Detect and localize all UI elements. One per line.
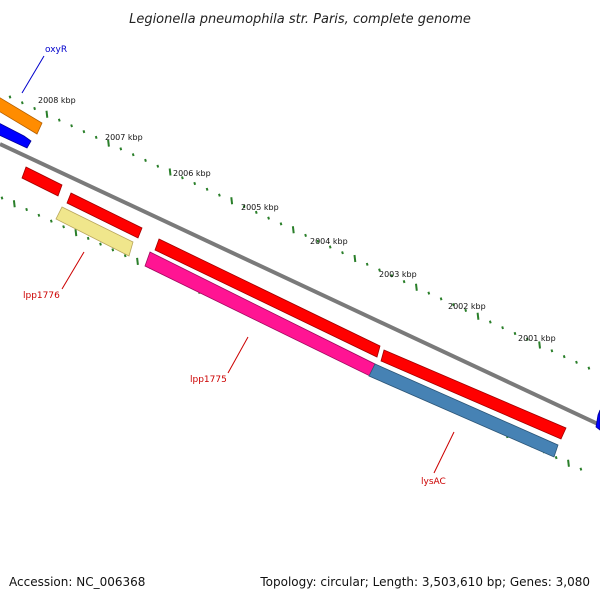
outer-minor-tick — [205, 187, 209, 191]
outer-minor-tick — [20, 101, 24, 105]
outer-minor-tick — [131, 153, 135, 157]
oxyR-leader-line — [21, 55, 45, 94]
outer-minor-tick — [501, 326, 504, 330]
outer-minor-tick — [378, 268, 381, 272]
outer-minor-tick — [316, 239, 320, 243]
inner-minor-tick — [25, 207, 28, 212]
gene-edge-blue[interactable] — [595, 409, 600, 431]
outer-tick-row — [8, 95, 591, 370]
outer-major-tick — [230, 197, 234, 205]
gene-lpp1774[interactable] — [154, 238, 381, 358]
gene-lysAC[interactable] — [368, 363, 559, 458]
outer-minor-tick — [33, 106, 36, 111]
outer-minor-tick — [57, 118, 61, 122]
inner-minor-tick — [111, 248, 115, 252]
gene-lpp1775[interactable] — [144, 251, 376, 377]
outer-minor-tick — [218, 193, 221, 197]
genome-summary-text: Topology: circular; Length: 3,503,610 bp… — [259, 575, 590, 589]
outer-major-tick — [415, 283, 418, 291]
outer-minor-tick — [119, 147, 123, 151]
outer-minor-tick — [488, 320, 492, 324]
outer-minor-tick — [562, 355, 566, 359]
outer-minor-tick — [550, 349, 554, 353]
gene-oxyR[interactable] — [0, 96, 43, 135]
scale-label-2005: 2005 kbp — [241, 203, 279, 212]
outer-minor-tick — [181, 176, 184, 180]
outer-minor-tick — [402, 280, 406, 284]
inner-minor-tick — [62, 225, 65, 229]
outer-minor-tick — [242, 205, 246, 209]
outer-minor-tick — [464, 308, 468, 312]
inner-minor-tick — [49, 219, 53, 223]
genome-backbone — [0, 142, 600, 427]
scale-label-2004: 2004 kbp — [310, 237, 348, 246]
outer-minor-tick — [525, 337, 529, 341]
outer-minor-tick — [267, 216, 270, 220]
outer-major-tick — [538, 341, 541, 349]
gene-red-right[interactable] — [380, 349, 567, 440]
inner-minor-tick — [0, 196, 4, 200]
scale-label-2002: 2002 kbp — [448, 302, 486, 311]
outer-minor-tick — [513, 331, 517, 336]
inner-major-tick — [136, 257, 139, 266]
outer-minor-tick — [156, 164, 160, 168]
outer-minor-tick — [587, 366, 591, 370]
inner-minor-tick — [37, 213, 41, 217]
lpp1775-leader-line — [227, 336, 249, 374]
outer-major-tick — [45, 110, 49, 118]
outer-minor-tick — [439, 297, 443, 301]
outer-minor-tick — [427, 291, 431, 295]
outer-minor-tick — [254, 210, 258, 214]
outer-minor-tick — [575, 360, 578, 364]
outer-minor-tick — [144, 158, 147, 162]
outer-major-tick — [168, 168, 172, 176]
outer-minor-tick — [193, 181, 197, 186]
outer-minor-tick — [341, 251, 344, 255]
gene-lpp1776[interactable] — [55, 206, 134, 257]
lpp1776-leader-line — [61, 251, 85, 290]
outer-major-tick — [107, 139, 110, 147]
outer-minor-tick — [452, 303, 455, 307]
gene-label-lysAC[interactable]: lysAC — [421, 477, 446, 487]
outer-minor-tick — [390, 274, 394, 278]
lysAC-leader-line — [433, 431, 455, 474]
gene-oxyR-neighbor[interactable] — [0, 122, 32, 149]
inner-minor-tick — [99, 242, 102, 246]
scale-label-2001: 2001 kbp — [518, 334, 556, 343]
inner-minor-tick — [86, 236, 90, 240]
scale-label-2006: 2006 kbp — [173, 169, 211, 178]
gene-label-oxyR[interactable]: oxyR — [45, 45, 67, 55]
outer-minor-tick — [365, 262, 369, 266]
outer-minor-tick — [94, 135, 98, 139]
inner-minor-tick — [579, 467, 583, 471]
inner-major-tick — [74, 228, 78, 237]
gene-label-lpp1775[interactable]: lpp1775 — [190, 375, 227, 385]
outer-minor-tick — [8, 95, 12, 99]
outer-minor-tick — [304, 233, 307, 237]
gene-label-lpp1776[interactable]: lpp1776 — [23, 291, 60, 301]
inner-minor-tick — [554, 456, 558, 460]
outer-major-tick — [353, 254, 357, 263]
outer-major-tick — [291, 226, 295, 234]
scale-label-2007: 2007 kbp — [105, 133, 143, 142]
outer-major-tick — [476, 312, 480, 320]
gene-red-small[interactable] — [21, 166, 63, 197]
inner-major-tick — [12, 200, 16, 208]
outer-minor-tick — [279, 222, 283, 226]
map-title: Legionella pneumophila str. Paris, compl… — [129, 12, 471, 27]
gene-lpp1777[interactable] — [66, 192, 143, 239]
outer-minor-tick — [70, 124, 73, 128]
inner-major-tick — [567, 459, 570, 467]
outer-minor-tick — [82, 130, 86, 134]
scale-label-2008: 2008 kbp — [38, 96, 76, 105]
accession-text: Accession: NC_006368 — [9, 575, 145, 589]
outer-minor-tick — [328, 245, 332, 249]
inner-minor-tick — [123, 254, 127, 258]
scale-label-2003: 2003 kbp — [379, 270, 417, 279]
